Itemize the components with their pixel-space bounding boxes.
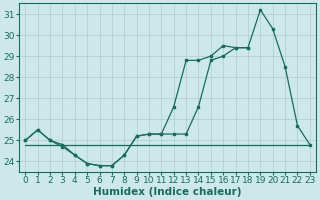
X-axis label: Humidex (Indice chaleur): Humidex (Indice chaleur) xyxy=(93,187,242,197)
